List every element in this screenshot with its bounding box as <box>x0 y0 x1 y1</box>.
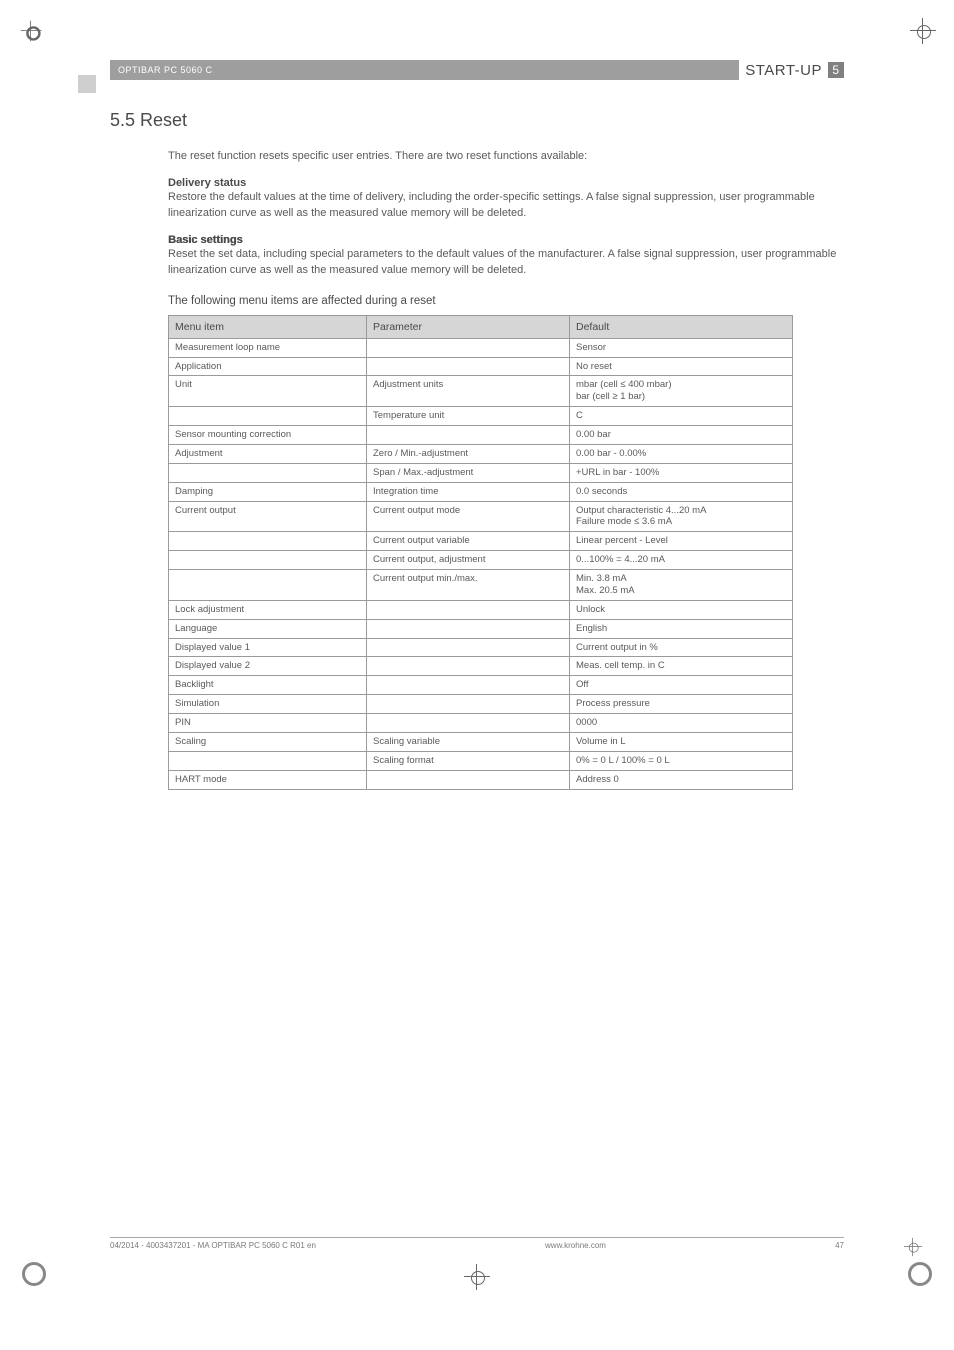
table-cell: Scaling format <box>367 751 570 770</box>
table-cell: Current output <box>169 501 367 532</box>
table-cell: C <box>570 407 793 426</box>
table-cell <box>169 751 367 770</box>
crop-mark <box>904 1238 922 1256</box>
col-header: Parameter <box>367 315 570 338</box>
col-header: Default <box>570 315 793 338</box>
table-cell <box>367 357 570 376</box>
table-cell: No reset <box>570 357 793 376</box>
table-cell <box>367 619 570 638</box>
table-cell: 0.0 seconds <box>570 482 793 501</box>
footer-right: 47 <box>835 1241 844 1250</box>
page: OPTIBAR PC 5060 C START-UP 5 5.5 Reset T… <box>0 0 954 1300</box>
product-banner: OPTIBAR PC 5060 C <box>110 60 739 80</box>
delivery-body: Restore the default values at the time o… <box>168 190 844 222</box>
table-cell <box>367 600 570 619</box>
table-cell: Current output min./max. <box>367 570 570 601</box>
table-cell: Displayed value 1 <box>169 638 367 657</box>
table-cell <box>169 463 367 482</box>
table-cell <box>169 407 367 426</box>
table-cell: 0.00 bar - 0.00% <box>570 444 793 463</box>
table-cell: Min. 3.8 mAMax. 20.5 mA <box>570 570 793 601</box>
table-cell <box>169 551 367 570</box>
table-cell: Process pressure <box>570 695 793 714</box>
table-cell: Damping <box>169 482 367 501</box>
product-name: OPTIBAR PC 5060 C <box>118 65 213 75</box>
table-cell: +URL in bar - 100% <box>570 463 793 482</box>
table-cell: Language <box>169 619 367 638</box>
table-cell <box>367 338 570 357</box>
table-cell: 0...100% = 4...20 mA <box>570 551 793 570</box>
basic-title: Basic settings Basic settings <box>168 234 844 246</box>
header-bar: OPTIBAR PC 5060 C START-UP 5 <box>110 60 844 80</box>
table-cell: Sensor <box>570 338 793 357</box>
table-cell: Adjustment <box>169 444 367 463</box>
table-cell: Meas. cell temp. in C <box>570 657 793 676</box>
col-header: Menu item <box>169 315 367 338</box>
table-cell <box>169 532 367 551</box>
table-cell: 0% = 0 L / 100% = 0 L <box>570 751 793 770</box>
section-label-wrap: START-UP 5 <box>739 60 844 80</box>
table-cell <box>169 570 367 601</box>
table-cell <box>367 695 570 714</box>
basic-title-overprint: Basic settings <box>168 234 243 246</box>
table-cell: Sensor mounting correction <box>169 426 367 445</box>
section-number: 5 <box>828 62 844 78</box>
table-cell: HART mode <box>169 770 367 789</box>
table-cell: Simulation <box>169 695 367 714</box>
content: The reset function resets specific user … <box>168 149 844 790</box>
table-cell: 0000 <box>570 714 793 733</box>
crop-mark <box>464 1264 490 1290</box>
table-cell: Backlight <box>169 676 367 695</box>
table-cell <box>367 714 570 733</box>
table-cell: Application <box>169 357 367 376</box>
table-cell: Unit <box>169 376 367 407</box>
table-cell: Volume in L <box>570 732 793 751</box>
table-title: The following menu items are affected du… <box>168 295 844 307</box>
table-cell: Zero / Min.-adjustment <box>367 444 570 463</box>
footer-left: 04/2014 - 4003437201 - MA OPTIBAR PC 506… <box>110 1241 316 1250</box>
table-cell: Unlock <box>570 600 793 619</box>
table-cell: Measurement loop name <box>169 338 367 357</box>
table-cell <box>367 770 570 789</box>
corner-ring-icon <box>908 1262 932 1286</box>
footer-center: www.krohne.com <box>545 1241 606 1250</box>
margin-tab <box>78 75 96 93</box>
table-cell: Adjustment units <box>367 376 570 407</box>
table-cell: Span / Max.-adjustment <box>367 463 570 482</box>
delivery-title: Delivery status <box>168 177 844 189</box>
table-cell: Scaling variable <box>367 732 570 751</box>
intro-paragraph: The reset function resets specific user … <box>168 149 844 165</box>
table-cell <box>367 657 570 676</box>
table-cell <box>367 638 570 657</box>
reset-table: Menu item Parameter Default Measurement … <box>168 315 793 790</box>
table-cell: Lock adjustment <box>169 600 367 619</box>
table-cell: Integration time <box>367 482 570 501</box>
table-cell: Off <box>570 676 793 695</box>
table-cell: Scaling <box>169 732 367 751</box>
table-cell: PIN <box>169 714 367 733</box>
table-cell: Displayed value 2 <box>169 657 367 676</box>
section-label: START-UP <box>745 62 822 79</box>
table-cell: Address 0 <box>570 770 793 789</box>
table-cell: Current output in % <box>570 638 793 657</box>
table-cell <box>367 426 570 445</box>
table-cell: Current output variable <box>367 532 570 551</box>
table-cell: Current output mode <box>367 501 570 532</box>
table-cell: mbar (cell ≤ 400 mbar)bar (cell ≥ 1 bar) <box>570 376 793 407</box>
table-cell: English <box>570 619 793 638</box>
table-cell: 0.00 bar <box>570 426 793 445</box>
table-cell <box>367 676 570 695</box>
table-cell: Output characteristic 4...20 mAFailure m… <box>570 501 793 532</box>
table-cell: Linear percent - Level <box>570 532 793 551</box>
footer: 04/2014 - 4003437201 - MA OPTIBAR PC 506… <box>110 1237 844 1250</box>
basic-body: Reset the set data, including special pa… <box>168 247 844 279</box>
table-cell: Temperature unit <box>367 407 570 426</box>
section-heading: 5.5 Reset <box>110 110 844 131</box>
corner-ring-icon <box>22 1262 46 1286</box>
table-cell: Current output, adjustment <box>367 551 570 570</box>
